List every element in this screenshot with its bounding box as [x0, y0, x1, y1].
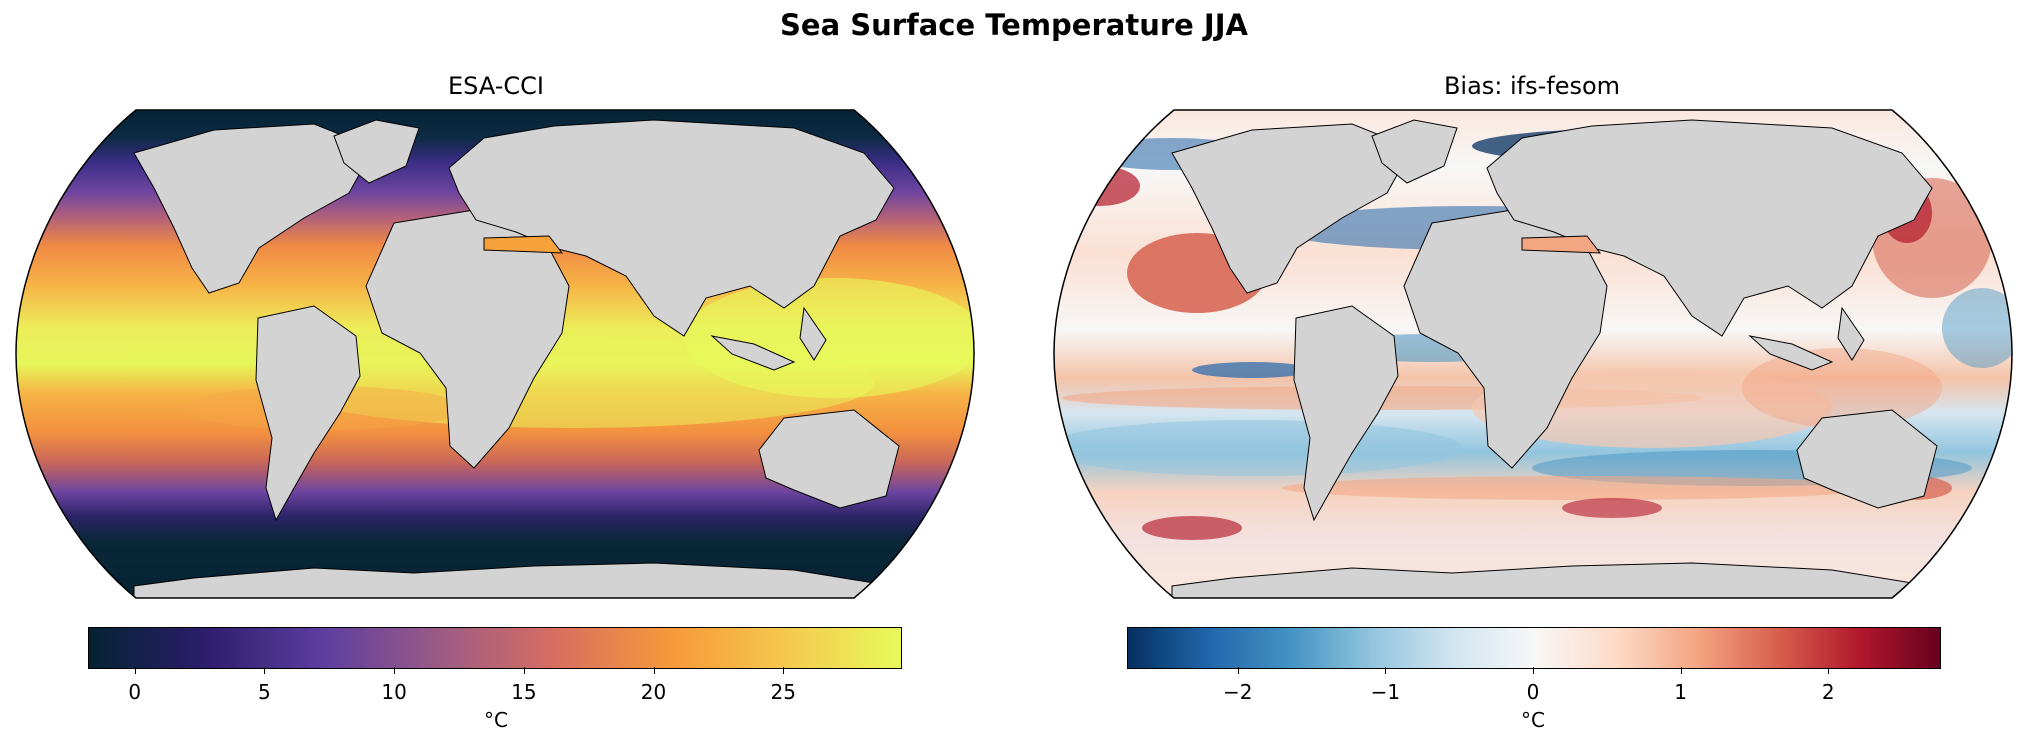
colorbar-tick-bias: [1828, 667, 1830, 674]
colorbar-tick-label-esa-cci: 10: [381, 680, 407, 704]
colorbar-tick-esa-cci: [264, 667, 266, 674]
colorbar-tick-label-esa-cci: 15: [511, 680, 537, 704]
colorbar-tick-bias: [1533, 667, 1534, 674]
colorbar-esa-cci: [88, 627, 902, 674]
colorbar-unit-bias: °C: [1521, 708, 1545, 732]
colorbar-tick-label-bias: 0: [1526, 680, 1540, 704]
colorbar-bias: [1127, 627, 1941, 674]
sst-map-esa-cci: [15, 109, 975, 599]
colorbar-tick-esa-cci: [783, 667, 785, 674]
colorbar-tick-label-esa-cci: 20: [640, 680, 667, 704]
colorbar-tick-bias: [1680, 667, 1682, 674]
colorbar-tick-label-esa-cci: 25: [770, 680, 796, 704]
colorbar-unit-esa-cci: °C: [484, 708, 508, 732]
panel-title-esa-cci: ESA-CCI: [448, 72, 544, 100]
colorbar-tick-label-esa-cci: 0: [128, 680, 142, 704]
colorbar-gradient-esa-cci: [88, 627, 902, 669]
colorbar-tick-label-bias: −1: [1370, 680, 1401, 704]
colorbar-tick-label-bias: −2: [1222, 680, 1253, 704]
colorbar-tick-bias: [1385, 667, 1387, 674]
colorbar-tick-esa-cci: [653, 667, 655, 674]
colorbar-tick-esa-cci: [523, 667, 525, 674]
figure-title: Sea Surface Temperature JJA: [780, 8, 1248, 42]
colorbar-tick-label-bias: 2: [1821, 680, 1835, 704]
colorbar-tick-esa-cci: [394, 667, 396, 674]
colorbar-tick-bias: [1237, 667, 1239, 674]
panel-title-bias: Bias: ifs-fesom: [1443, 72, 1621, 100]
sst-bias-map: [1053, 109, 2013, 599]
colorbar-tick-label-bias: 1: [1674, 680, 1687, 704]
colorbar-gradient-bias: [1127, 627, 1941, 669]
colorbar-tick-label-esa-cci: 5: [258, 680, 271, 704]
colorbar-tick-esa-cci: [134, 667, 136, 674]
